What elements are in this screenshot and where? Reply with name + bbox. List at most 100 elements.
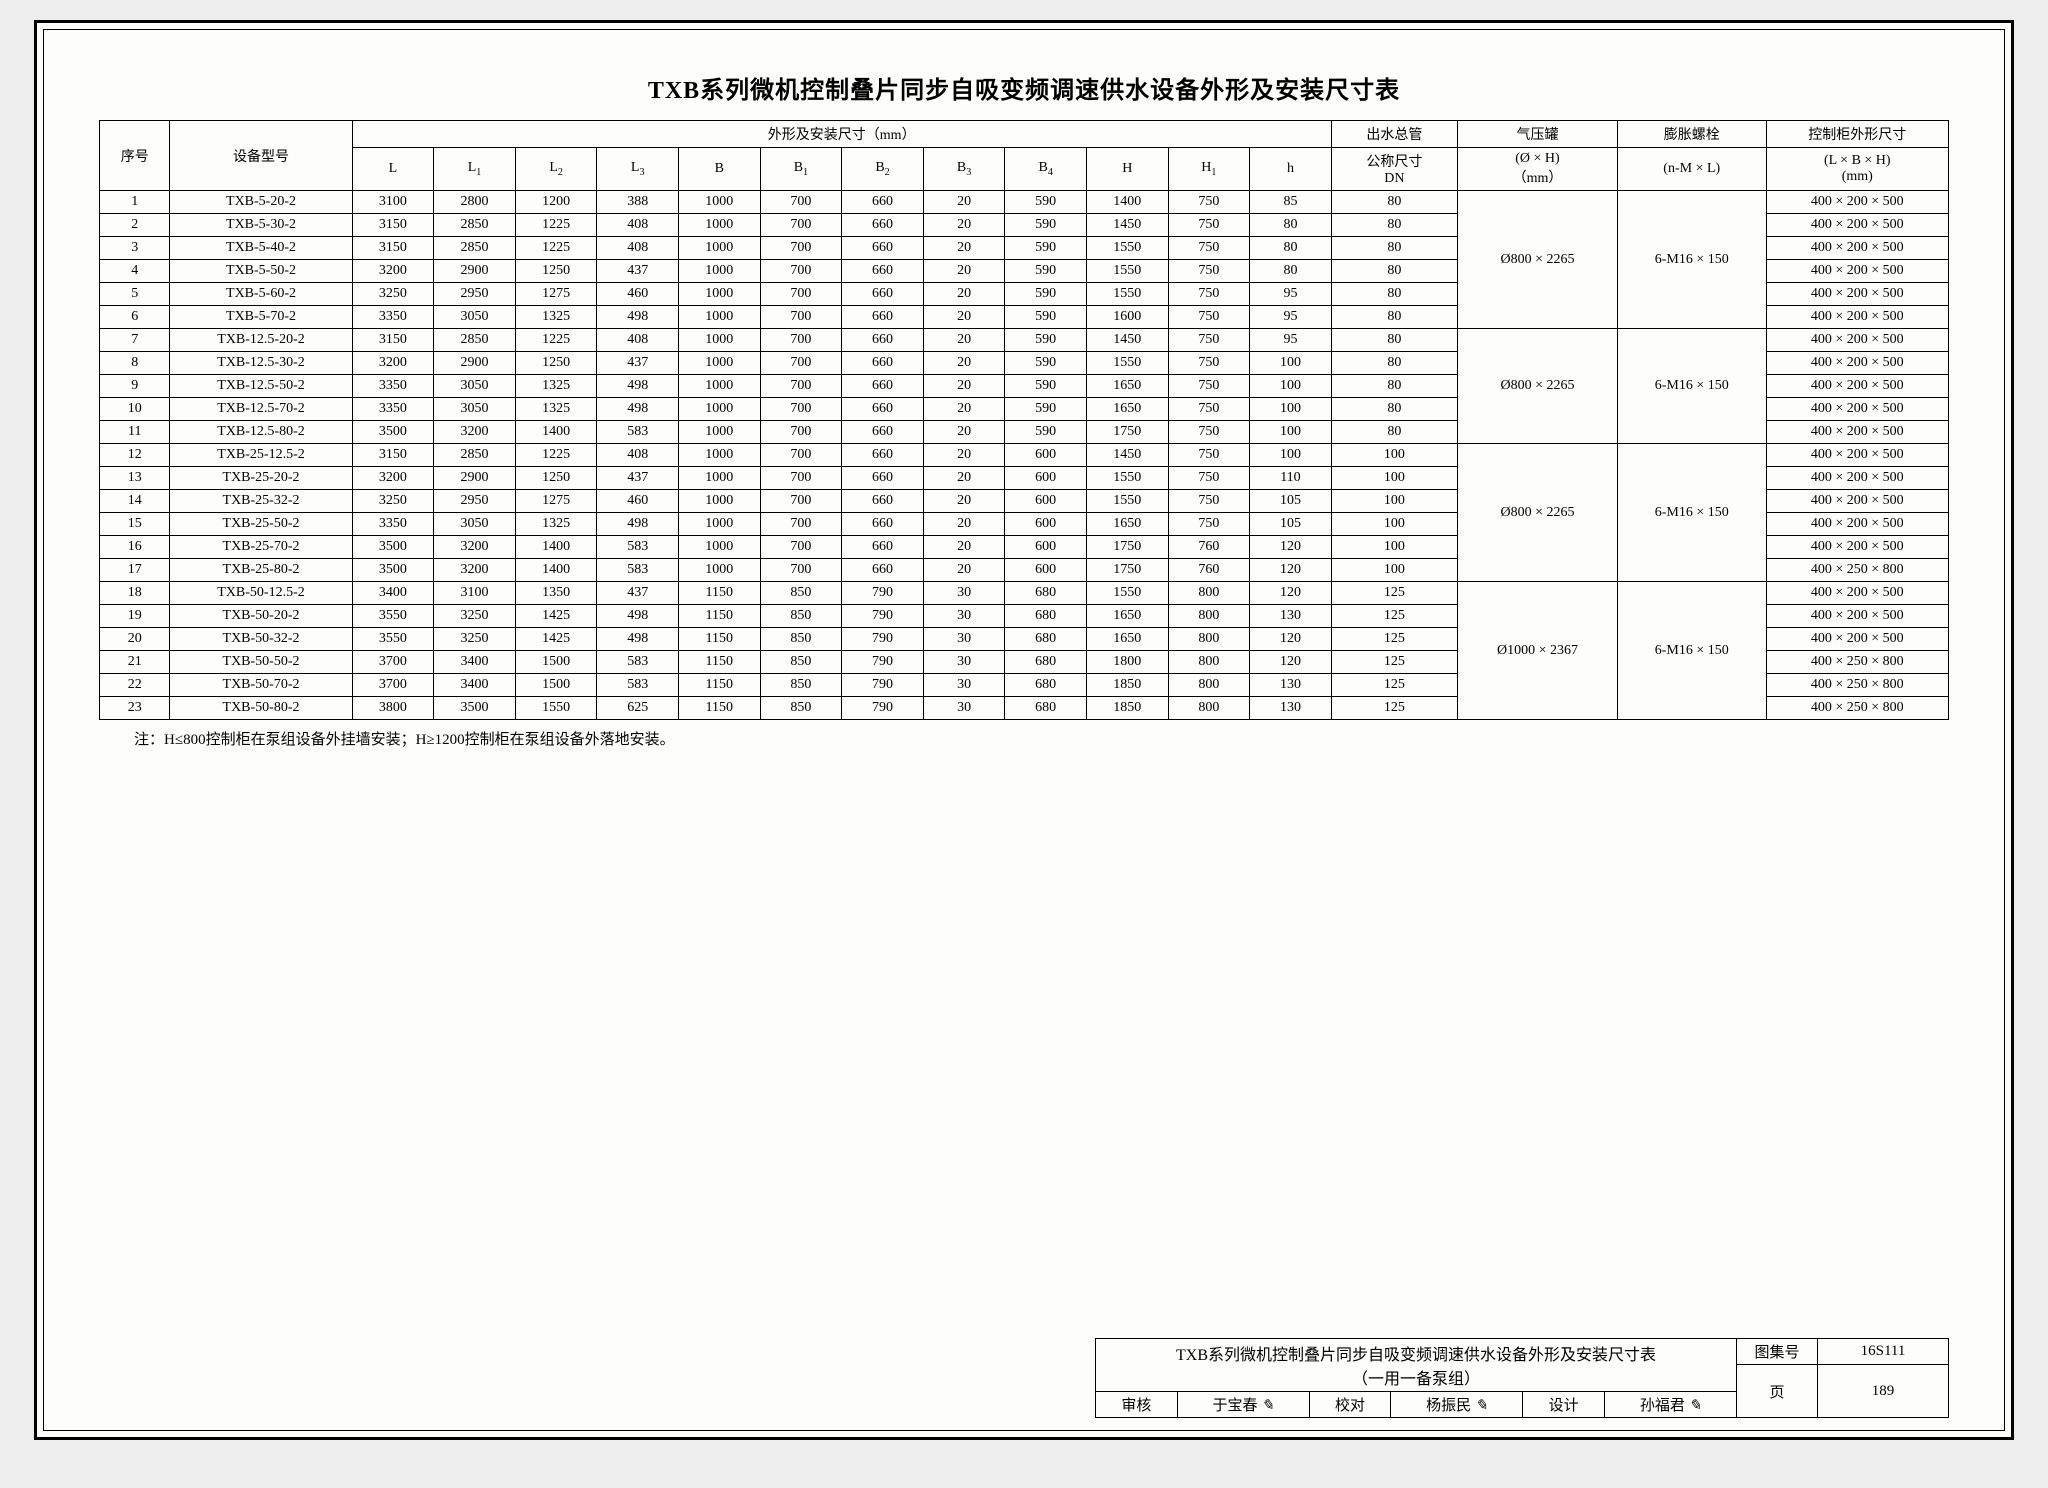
cell-dim: 1450 <box>1086 214 1168 237</box>
table-head: 序号 设备型号 外形及安装尺寸（mm） 出水总管 气压罐 膨胀螺栓 控制柜外形尺… <box>100 121 1949 191</box>
cell-dim: 3100 <box>434 582 516 605</box>
cell-dim: 3800 <box>352 697 434 720</box>
cell-ctrl: 400 × 200 × 500 <box>1766 513 1948 536</box>
cell-dim: 20 <box>923 444 1005 467</box>
cell-dn: 80 <box>1331 283 1457 306</box>
cell-dn: 80 <box>1331 375 1457 398</box>
cell-dn: 125 <box>1331 605 1457 628</box>
cell-dim: 1400 <box>515 559 597 582</box>
cell-seq: 8 <box>100 352 170 375</box>
cell-dim: 1150 <box>679 628 761 651</box>
cell-dim: 30 <box>923 674 1005 697</box>
cell-dim: 20 <box>923 536 1005 559</box>
cell-dim: 3050 <box>434 398 516 421</box>
cell-seq: 13 <box>100 467 170 490</box>
cell-ctrl: 400 × 200 × 500 <box>1766 628 1948 651</box>
col-dim: B2 <box>842 148 924 191</box>
cell-dim: 850 <box>760 674 842 697</box>
cell-dim: 680 <box>1005 605 1087 628</box>
cell-dim: 100 <box>1250 375 1332 398</box>
cell-dim: 1325 <box>515 513 597 536</box>
cell-seq: 9 <box>100 375 170 398</box>
cell-dim: 700 <box>760 375 842 398</box>
cell-dim: 80 <box>1250 214 1332 237</box>
cell-dim: 590 <box>1005 191 1087 214</box>
cell-model: TXB-25-70-2 <box>170 536 352 559</box>
col-dim: h <box>1250 148 1332 191</box>
cell-dim: 660 <box>842 214 924 237</box>
cell-dim: 498 <box>597 605 679 628</box>
cell-dim: 1250 <box>515 260 597 283</box>
cell-dim: 750 <box>1168 306 1250 329</box>
cell-dim: 660 <box>842 237 924 260</box>
cell-dim: 1450 <box>1086 329 1168 352</box>
tb-jiaodui-name: 杨振民 ✎ <box>1391 1392 1523 1418</box>
cell-dim: 3400 <box>434 674 516 697</box>
cell-seq: 16 <box>100 536 170 559</box>
cell-dim: 3700 <box>352 651 434 674</box>
cell-dim: 750 <box>1168 283 1250 306</box>
cell-dim: 680 <box>1005 697 1087 720</box>
cell-dim: 2900 <box>434 352 516 375</box>
cell-dim: 600 <box>1005 559 1087 582</box>
cell-dim: 2850 <box>434 237 516 260</box>
cell-dim: 700 <box>760 329 842 352</box>
tb-page-label: 页 <box>1737 1365 1818 1418</box>
cell-dim: 750 <box>1168 329 1250 352</box>
cell-model: TXB-50-50-2 <box>170 651 352 674</box>
cell-dim: 625 <box>597 697 679 720</box>
cell-ctrl: 400 × 200 × 500 <box>1766 237 1948 260</box>
cell-ctrl: 400 × 200 × 500 <box>1766 536 1948 559</box>
cell-dn: 125 <box>1331 697 1457 720</box>
cell-dn: 100 <box>1331 559 1457 582</box>
cell-dim: 750 <box>1168 260 1250 283</box>
cell-ctrl: 400 × 200 × 500 <box>1766 605 1948 628</box>
cell-seq: 7 <box>100 329 170 352</box>
cell-dim: 1000 <box>679 559 761 582</box>
cell-dim: 20 <box>923 398 1005 421</box>
cell-ctrl: 400 × 200 × 500 <box>1766 375 1948 398</box>
cell-dim: 850 <box>760 651 842 674</box>
cell-dim: 750 <box>1168 467 1250 490</box>
cell-dim: 700 <box>760 283 842 306</box>
cell-dim: 20 <box>923 283 1005 306</box>
table-row: 1TXB-5-20-231002800120038810007006602059… <box>100 191 1949 214</box>
cell-dim: 680 <box>1005 674 1087 697</box>
tb-name-line1: TXB系列微机控制叠片同步自吸变频调速供水设备外形及安装尺寸表 <box>1176 1347 1656 1364</box>
tb-shenhe-name: 于宝春 ✎ <box>1177 1392 1309 1418</box>
cell-dim: 660 <box>842 536 924 559</box>
cell-seq: 2 <box>100 214 170 237</box>
cell-dim: 660 <box>842 398 924 421</box>
cell-dim: 3550 <box>352 605 434 628</box>
cell-dim: 1425 <box>515 605 597 628</box>
cell-dim: 2900 <box>434 260 516 283</box>
cell-dim: 750 <box>1168 375 1250 398</box>
cell-dim: 700 <box>760 352 842 375</box>
cell-dim: 1200 <box>515 191 597 214</box>
col-dim: B4 <box>1005 148 1087 191</box>
cell-ctrl: 400 × 200 × 500 <box>1766 352 1948 375</box>
cell-dn: 125 <box>1331 628 1457 651</box>
cell-dim: 3200 <box>434 421 516 444</box>
cell-model: TXB-50-20-2 <box>170 605 352 628</box>
cell-dim: 110 <box>1250 467 1332 490</box>
cell-dim: 1400 <box>1086 191 1168 214</box>
cell-dim: 1650 <box>1086 398 1168 421</box>
cell-dim: 790 <box>842 697 924 720</box>
col-dim: L1 <box>434 148 516 191</box>
cell-model: TXB-12.5-80-2 <box>170 421 352 444</box>
cell-dn: 100 <box>1331 490 1457 513</box>
cell-dim: 408 <box>597 214 679 237</box>
col-sub: (n-M × L) <box>1617 148 1766 191</box>
cell-ctrl: 400 × 200 × 500 <box>1766 421 1948 444</box>
cell-dim: 85 <box>1250 191 1332 214</box>
cell-dim: 3200 <box>434 559 516 582</box>
cell-model: TXB-5-70-2 <box>170 306 352 329</box>
cell-dim: 2850 <box>434 444 516 467</box>
cell-ctrl: 400 × 200 × 500 <box>1766 329 1948 352</box>
cell-seq: 23 <box>100 697 170 720</box>
cell-dim: 460 <box>597 490 679 513</box>
cell-dim: 583 <box>597 421 679 444</box>
cell-seq: 1 <box>100 191 170 214</box>
cell-ctrl: 400 × 200 × 500 <box>1766 283 1948 306</box>
